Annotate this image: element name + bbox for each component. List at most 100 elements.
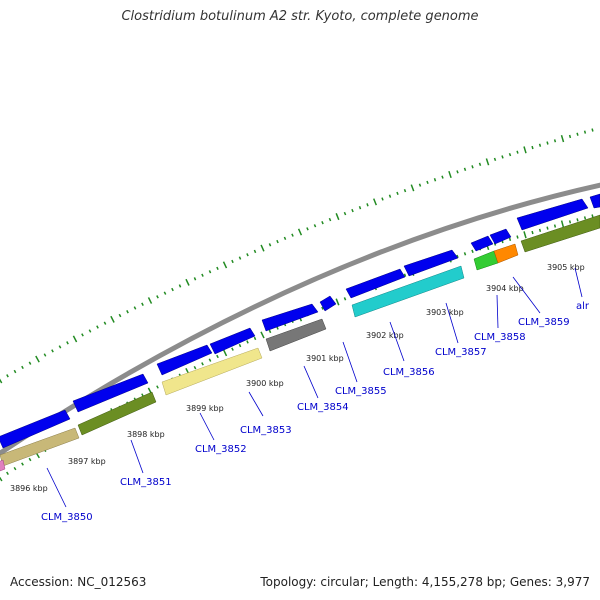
tick-mark xyxy=(6,471,9,475)
label-leaders xyxy=(46,267,583,508)
tick-mark xyxy=(283,236,287,241)
tick-mark xyxy=(28,361,32,365)
tick-mark xyxy=(163,291,167,295)
tick-mark xyxy=(366,203,369,207)
tick-mark xyxy=(538,228,542,232)
tick-mark xyxy=(253,249,257,254)
tick-mark xyxy=(546,141,549,145)
leader-line xyxy=(46,467,67,508)
tick-mark xyxy=(381,197,384,201)
tick-mark xyxy=(72,335,78,343)
leader-line xyxy=(199,412,215,441)
leader-line xyxy=(574,267,583,298)
tick-mark xyxy=(185,278,190,286)
tick-mark xyxy=(28,457,32,462)
tick-mark xyxy=(238,343,242,348)
tick-mark xyxy=(335,298,340,306)
tick-mark xyxy=(238,256,242,260)
kbp-label: 3896 kbp xyxy=(10,484,48,493)
accession-text: Accession: NC_012563 xyxy=(10,575,147,589)
tick-mark xyxy=(246,340,249,344)
gene-arrow xyxy=(261,303,319,332)
tick-mark xyxy=(222,261,228,269)
tick-mark xyxy=(426,180,429,185)
kbp-label: 3899 kbp xyxy=(186,404,224,413)
gene-box-pale-yellow xyxy=(161,347,263,396)
kbp-label: 3903 kbp xyxy=(426,308,464,317)
tick-mark xyxy=(516,235,519,239)
tick-mark xyxy=(485,158,490,166)
tick-mark xyxy=(246,253,249,257)
kbp-label: 3902 kbp xyxy=(366,331,404,340)
tick-mark xyxy=(456,254,459,259)
tick-mark xyxy=(171,287,174,292)
tick-mark xyxy=(178,284,182,288)
tick-mark xyxy=(583,130,587,134)
gene-arrow xyxy=(470,235,494,252)
tick-mark xyxy=(583,216,587,220)
tick-mark xyxy=(591,214,594,218)
tick-mark xyxy=(58,345,62,349)
gene-arrow xyxy=(589,193,600,209)
kbp-label: 3897 kbp xyxy=(68,457,106,466)
tick-mark xyxy=(216,266,219,271)
gene-label: CLM_3855 xyxy=(335,386,387,397)
tick-mark xyxy=(568,134,572,139)
tick-mark xyxy=(351,208,354,213)
reverse-strand-genes xyxy=(0,214,600,472)
gene-arrow xyxy=(72,373,149,413)
gene-arrow xyxy=(156,344,213,376)
kbp-label: 3898 kbp xyxy=(127,430,165,439)
tick-mark xyxy=(43,353,47,357)
tick-mark xyxy=(147,297,153,304)
tick-mark xyxy=(253,336,257,341)
tick-mark xyxy=(306,227,309,231)
gene-box-olive xyxy=(77,391,157,436)
leader-line xyxy=(496,294,499,329)
gene-arrow xyxy=(319,295,337,312)
kbp-label: 3905 kbp xyxy=(547,263,585,272)
gene-box-cyan xyxy=(351,265,465,318)
tick-mark xyxy=(118,313,122,318)
tick-mark xyxy=(110,315,115,323)
outer-tick-ring xyxy=(0,128,594,384)
gene-arrow xyxy=(403,249,459,277)
tick-mark xyxy=(553,139,557,143)
tick-mark xyxy=(103,321,107,325)
tick-mark xyxy=(66,341,69,345)
gene-arrow xyxy=(0,409,71,449)
tick-mark xyxy=(410,184,415,192)
tick-mark xyxy=(208,270,212,274)
tick-mark xyxy=(478,162,482,166)
tick-mark xyxy=(448,170,452,179)
leader-line xyxy=(445,302,459,344)
tick-mark xyxy=(313,224,317,228)
tick-mark xyxy=(222,349,228,357)
tick-mark xyxy=(208,358,212,362)
gene-arrow xyxy=(209,327,256,355)
tick-mark xyxy=(216,354,219,359)
tick-mark xyxy=(0,476,3,482)
tick-mark xyxy=(201,273,204,277)
gene-arrow xyxy=(516,198,589,231)
tick-mark xyxy=(35,355,40,363)
tick-mark xyxy=(126,310,129,314)
tick-mark xyxy=(156,295,159,299)
tick-mark xyxy=(6,374,9,378)
forward-strand-genes xyxy=(0,193,600,449)
gene-box-pink xyxy=(0,459,6,472)
tick-mark xyxy=(297,228,303,236)
leader-line xyxy=(130,439,144,474)
tick-mark xyxy=(388,194,392,198)
tick-mark xyxy=(373,198,377,206)
tick-mark xyxy=(260,331,265,339)
tick-mark xyxy=(471,165,474,169)
gene-label: CLM_3854 xyxy=(297,402,349,413)
tick-mark xyxy=(463,252,467,256)
tick-mark xyxy=(553,224,557,228)
tick-mark xyxy=(328,217,332,222)
tick-mark xyxy=(463,167,467,172)
tick-mark xyxy=(193,277,197,281)
tick-mark xyxy=(51,349,54,353)
